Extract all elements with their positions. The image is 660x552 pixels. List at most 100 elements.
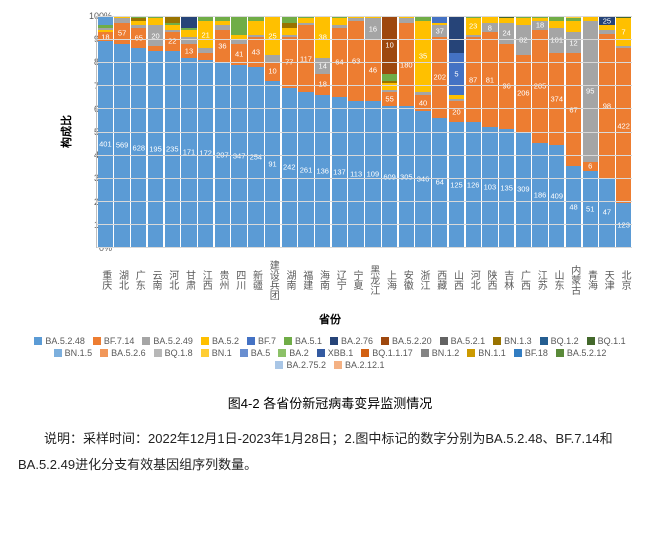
segment-label: 126: [467, 180, 480, 189]
gridline: [97, 201, 632, 202]
segment-label: 305: [400, 172, 413, 181]
segment-BA.5.2.49: [399, 18, 414, 23]
x-axis-labels: 重庆湖北广东云南河北甘肃江西贵州四川新疆建设兵团湖南福建海南辽宁宁夏黑龙江上海安…: [96, 250, 632, 308]
segment-BA.5.2.48: 305: [399, 106, 414, 247]
legend-swatch: [284, 337, 292, 345]
x-tick-label: 江西: [197, 250, 214, 308]
legend-item: BQ.1.1.17: [361, 348, 413, 358]
legend-item: BN.1.2: [421, 348, 460, 358]
legend-item: BA.5.2.48: [34, 336, 85, 346]
segment-BN.1.3: [282, 23, 297, 28]
segment-BA.5.2.48: 51: [583, 171, 598, 247]
segment-BA.5.2.49: [415, 92, 430, 94]
segment-BF.7.14: [198, 53, 213, 60]
segment-BA.5.2: [98, 30, 113, 32]
segment-BA.5.2: 21: [198, 21, 213, 49]
segment-BF.7.14: 206: [516, 55, 531, 131]
segment-BN.1.3: [165, 16, 180, 23]
segment-label: 47: [603, 208, 611, 217]
x-tick-label: 宁夏: [347, 250, 364, 308]
segment-BA.5.2.48: 254: [248, 67, 263, 247]
segment-label: 261: [300, 165, 313, 174]
segment-label: 51: [586, 204, 594, 213]
segment-BN.1.3: [382, 81, 397, 83]
x-tick-label: 四川: [230, 250, 247, 308]
legend-item: BA.2.75.2: [275, 360, 326, 370]
segment-label: 40: [419, 98, 427, 107]
legend-item: BN.1.5: [54, 348, 93, 358]
legend-item: BA.5.2.20: [381, 336, 432, 346]
legend-swatch: [421, 349, 429, 357]
segment-label: 67: [569, 105, 577, 114]
segment-BA.5.2: [482, 16, 497, 23]
segment-BA.5.2.49: 37: [432, 25, 447, 37]
legend-label: BA.2.12.1: [345, 360, 385, 370]
segment-BF.7.14: [148, 46, 163, 51]
segment-label: 10: [385, 40, 393, 49]
segment-label: 16: [369, 24, 377, 33]
legend-swatch: [240, 349, 248, 357]
segment-BF.7.14: 98: [599, 34, 614, 177]
segment-label: 21: [202, 30, 210, 39]
legend-label: BA.5: [251, 348, 271, 358]
legend-label: BN.1.1: [478, 348, 506, 358]
segment-label: 135: [500, 184, 513, 193]
segment-BA.5.2: [248, 21, 263, 35]
legend-label: BA.2.76: [341, 336, 373, 346]
legend-item: BF.18: [514, 348, 548, 358]
legend-swatch: [361, 349, 369, 357]
segment-BA.5.2.48: 409: [549, 145, 564, 247]
legend-label: BA.5.2.20: [392, 336, 432, 346]
segment-BF.7.14: 55: [382, 92, 397, 106]
legend-swatch: [54, 349, 62, 357]
legend-label: XBB.1: [328, 348, 354, 358]
legend-item: BA.2.12.1: [334, 360, 385, 370]
segment-label: 101: [551, 36, 564, 45]
gridline: [97, 178, 632, 179]
legend-item: BN.1.3: [493, 336, 532, 346]
segment-label: 409: [551, 192, 564, 201]
legend-swatch: [201, 349, 209, 357]
segment-BA.5.2.49: 24: [499, 23, 514, 44]
x-tick-label: 广西: [515, 250, 532, 308]
segment-label: 628: [133, 143, 146, 152]
segment-BA.5.2.49: [265, 55, 280, 62]
legend-label: BN.1.3: [504, 336, 532, 346]
segment-label: 123: [617, 221, 630, 230]
segment-BA.5.2: [148, 18, 163, 25]
segment-BA.5.2: [215, 21, 230, 26]
x-axis-title: 省份: [12, 311, 648, 327]
segment-label: 609: [383, 172, 396, 181]
legend-swatch: [381, 337, 389, 345]
x-tick-label: 山东: [548, 250, 565, 308]
segment-label: 48: [569, 202, 577, 211]
legend-item: XBB.1: [317, 348, 354, 358]
legend-label: BF.7.14: [104, 336, 135, 346]
segment-BA.5.2.49: [98, 28, 113, 30]
legend-swatch: [514, 349, 522, 357]
segment-BA.5.2: 38: [315, 16, 330, 58]
segment-BA.5.2.48: 64: [432, 118, 447, 247]
gridline: [97, 85, 632, 86]
segment-BA.5.2.48: 103: [482, 127, 497, 247]
x-tick-label: 河北: [465, 250, 482, 308]
segment-label: 7: [622, 28, 626, 37]
legend-item: BA.5.2.49: [142, 336, 193, 346]
segment-label: 63: [352, 57, 360, 66]
segment-BA.5.2.49: [131, 25, 146, 27]
x-tick-label: 海南: [314, 250, 331, 308]
gridline: [97, 62, 632, 63]
segment-BA.5.1: [181, 28, 196, 30]
segment-BF.7.14: 13: [181, 44, 196, 58]
segment-BA.5.2: 25: [265, 16, 280, 55]
segment-BF.7.14: 81: [482, 32, 497, 127]
segment-BA.5.2.49: 14: [315, 58, 330, 74]
legend-item: BQ.1.2: [540, 336, 579, 346]
segment-BF.7.14: 96: [499, 44, 514, 129]
segment-label: 65: [135, 33, 143, 42]
segment-label: 136: [316, 166, 329, 175]
segment-label: 81: [486, 75, 494, 84]
segment-BA.5.2: [432, 23, 447, 25]
x-tick-label: 重庆: [96, 250, 113, 308]
segment-label: 55: [385, 95, 393, 104]
